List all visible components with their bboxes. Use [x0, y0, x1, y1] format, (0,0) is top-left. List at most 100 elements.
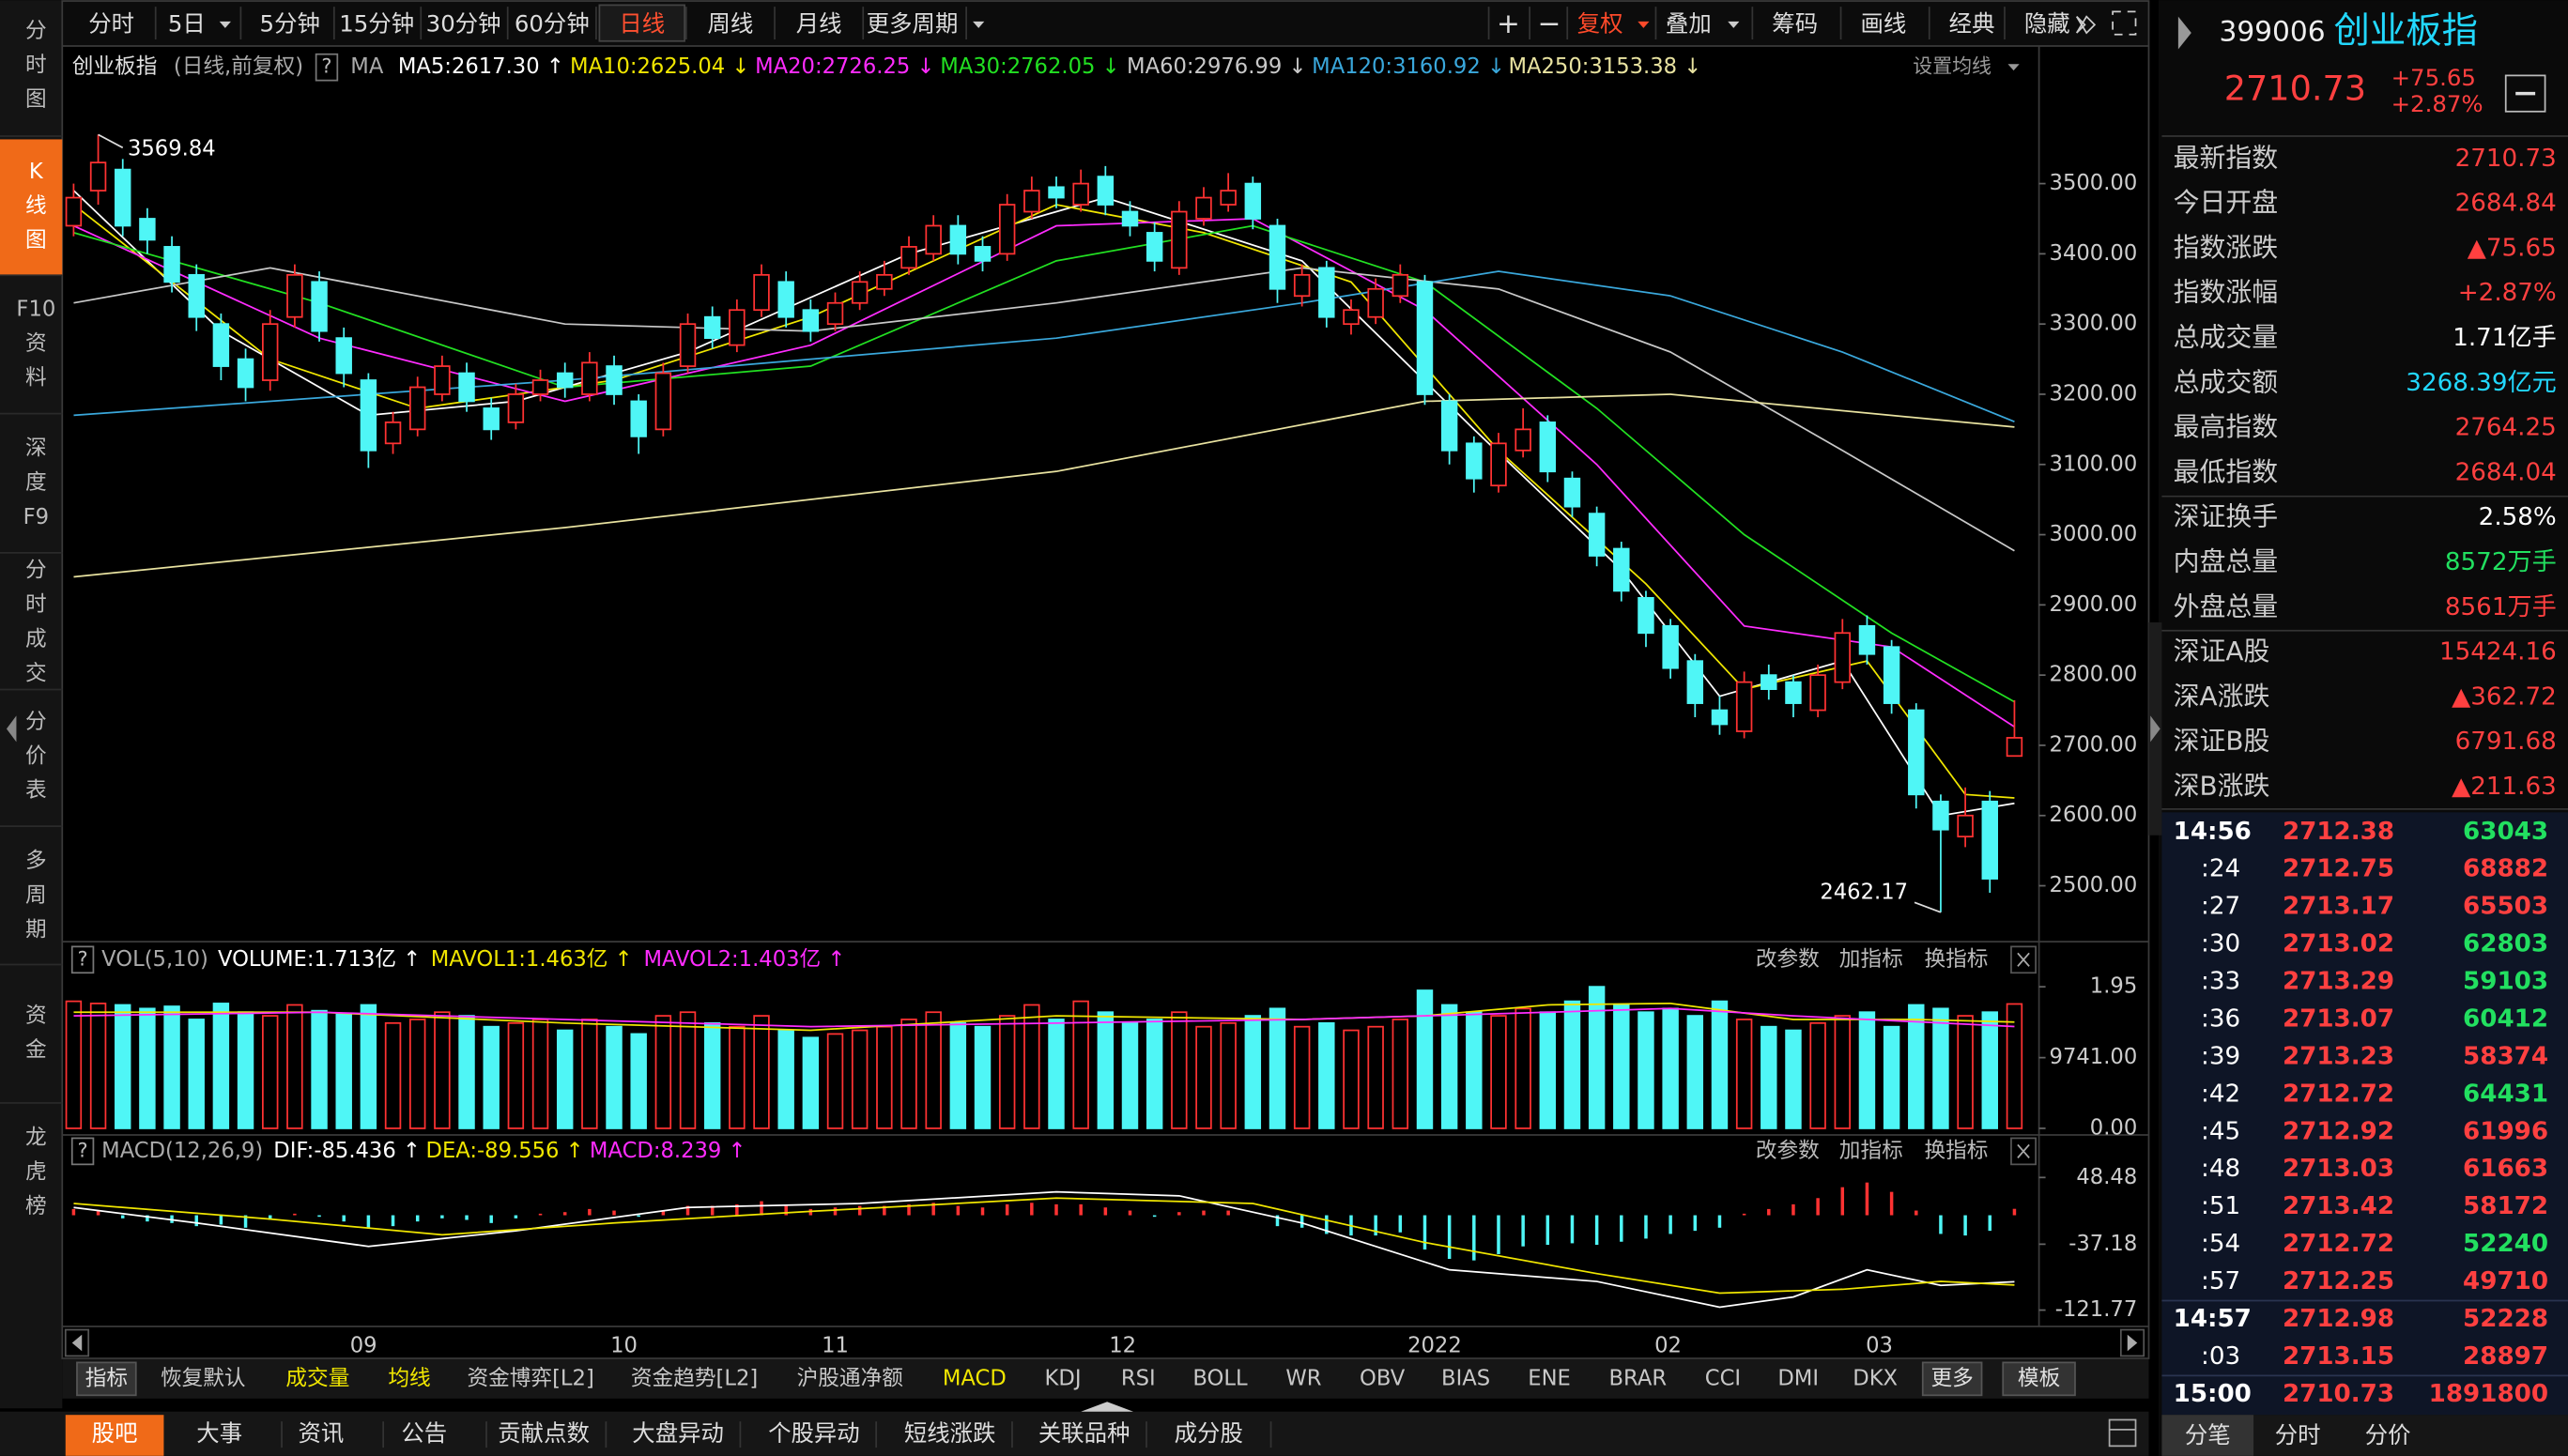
period-button[interactable]: 30分钟	[426, 9, 501, 37]
bottom-tab[interactable]: 成分股	[1175, 1419, 1243, 1447]
period-button[interactable]: 更多周期	[867, 9, 959, 37]
period-button[interactable]: 日线	[619, 9, 665, 37]
quote-tab-active[interactable]	[2161, 1415, 2254, 1456]
sidebar-tab[interactable]: 分	[25, 559, 47, 583]
pane-button[interactable]: 改参数	[1756, 1139, 1820, 1163]
minimize-box[interactable]	[2504, 74, 2546, 113]
sidebar-tab[interactable]: 期	[25, 917, 47, 942]
indicator-tab[interactable]: 成交量	[285, 1366, 349, 1390]
scroll-right[interactable]	[2119, 1328, 2145, 1357]
period-button[interactable]: 月线	[796, 9, 842, 37]
tool-button[interactable]: 隐藏	[2024, 9, 2070, 37]
bottom-tab[interactable]: 资讯	[298, 1419, 344, 1447]
period-button[interactable]: 5日	[168, 9, 206, 37]
indicator-tab[interactable]: BOLL	[1192, 1366, 1248, 1390]
bottom-tab[interactable]: 股吧	[92, 1419, 138, 1447]
sidebar-tab[interactable]: 资	[25, 331, 47, 356]
fullscreen-icon[interactable]	[2112, 10, 2137, 36]
sidebar-tab[interactable]: 榜	[25, 1194, 47, 1218]
period-button[interactable]: 5分钟	[260, 9, 320, 37]
sidebar-tab[interactable]: 线	[25, 193, 47, 218]
indicator-tab[interactable]: 资金博弈[L2]	[467, 1366, 593, 1390]
tool-button[interactable]: 画线	[1860, 9, 1906, 37]
indicator-tab[interactable]: DMI	[1777, 1366, 1819, 1390]
indicator-tab[interactable]: RSI	[1121, 1366, 1156, 1390]
bottom-tab[interactable]: 大事	[196, 1419, 242, 1447]
pane-button[interactable]: 加指标	[1839, 947, 1903, 972]
scroll-left[interactable]	[64, 1328, 90, 1357]
sidebar-tab[interactable]: 度	[25, 470, 47, 495]
sidebar-tab[interactable]: 多	[25, 849, 47, 873]
tool-button[interactable]: +	[1497, 7, 1520, 39]
indicator-tab[interactable]: 资金趋势[L2]	[631, 1366, 758, 1390]
sidebar-tab[interactable]: F10	[16, 297, 55, 321]
quote-tab[interactable]: 分价	[2365, 1421, 2411, 1448]
indicator-tab[interactable]: WR	[1285, 1366, 1321, 1390]
period-button[interactable]: 周线	[708, 9, 754, 37]
pane-close[interactable]	[2010, 945, 2037, 974]
help-box[interactable]	[315, 53, 339, 82]
period-button[interactable]: 分时	[88, 9, 134, 37]
quote-tab[interactable]: 分笔	[2185, 1421, 2231, 1448]
sidebar-tab[interactable]: 料	[25, 366, 47, 391]
help-box[interactable]	[70, 945, 95, 974]
sidebar-tab[interactable]: 表	[25, 778, 47, 803]
tool-button[interactable]: 叠加	[1666, 9, 1712, 37]
indicator-tab[interactable]: KDJ	[1045, 1366, 1082, 1390]
indicator-tab[interactable]: BRAR	[1608, 1366, 1667, 1390]
sidebar-tab[interactable]: 资	[25, 1004, 47, 1028]
sidebar-tab[interactable]: 龙	[25, 1126, 47, 1150]
tab-box[interactable]	[76, 1361, 137, 1397]
sidebar-tab[interactable]: 图	[25, 87, 47, 112]
indicator-tab[interactable]: BIAS	[1441, 1366, 1490, 1390]
indicator-tab[interactable]: ENE	[1528, 1366, 1571, 1390]
indicator-tab[interactable]: 沪股通净额	[797, 1366, 904, 1390]
indicator-tab[interactable]: MACD	[943, 1366, 1007, 1390]
sidebar-tab[interactable]: 虎	[25, 1160, 47, 1185]
indicator-tab[interactable]: 均线	[388, 1366, 430, 1390]
panel-arrow[interactable]	[2177, 16, 2191, 50]
tool-button[interactable]: 经典	[1949, 9, 1995, 37]
sidebar-tab[interactable]: 时	[25, 53, 47, 77]
indicator-tab[interactable]: CCI	[1705, 1366, 1741, 1390]
sidebar-tab[interactable]: 时	[25, 592, 47, 617]
bottom-tab[interactable]: 关联品种	[1038, 1419, 1130, 1447]
pane-button[interactable]: 改参数	[1756, 947, 1820, 972]
sidebar-tab[interactable]: K	[29, 160, 44, 184]
quote-tab[interactable]: 分时	[2275, 1421, 2321, 1448]
bottom-tab-active[interactable]	[65, 1415, 164, 1456]
sidebar-tab-active[interactable]	[0, 139, 63, 276]
tool-button[interactable]: −	[1538, 7, 1561, 39]
tool-button[interactable]: 筹码	[1772, 9, 1818, 37]
period-button[interactable]: 60分钟	[515, 9, 590, 37]
bottom-tab[interactable]: 短线涨跌	[904, 1419, 996, 1447]
settings-link[interactable]: 设置均线	[1913, 55, 1991, 78]
pane-button[interactable]: 换指标	[1925, 947, 1989, 972]
indicator-tab[interactable]: 指标	[85, 1366, 128, 1390]
sidebar-tab[interactable]: 分	[25, 19, 47, 43]
indicator-tab[interactable]: 恢复默认	[161, 1366, 246, 1390]
indicator-tab[interactable]: DKX	[1853, 1366, 1898, 1390]
pane-button[interactable]: 换指标	[1925, 1139, 1989, 1163]
pane-close[interactable]	[2010, 1137, 2037, 1166]
sidebar-tab[interactable]: 分	[25, 710, 47, 734]
bottom-tab[interactable]: 个股异动	[768, 1419, 860, 1447]
bottom-tab[interactable]: 贡献点数	[498, 1419, 590, 1447]
sidebar-tab[interactable]: 金	[25, 1038, 47, 1063]
bottom-tab[interactable]: 公告	[401, 1419, 447, 1447]
sidebar-tab[interactable]: F9	[23, 505, 49, 529]
pane-button[interactable]: 加指标	[1839, 1139, 1903, 1163]
expand-arrow[interactable]	[2150, 715, 2161, 743]
tab-box[interactable]	[1921, 1361, 1983, 1397]
bottom-tab[interactable]: 大盘异动	[632, 1419, 724, 1447]
sidebar-tab[interactable]: 周	[25, 883, 47, 908]
tool-button[interactable]: 复权	[1577, 9, 1623, 37]
tab-box[interactable]	[2002, 1361, 2076, 1397]
indicator-tab[interactable]: 模板	[2018, 1366, 2060, 1390]
sidebar-tab[interactable]: 深	[25, 437, 47, 461]
help-box[interactable]	[70, 1137, 95, 1166]
sidebar-tab[interactable]: 图	[25, 228, 47, 253]
bottom-icon[interactable]	[2108, 1418, 2137, 1448]
sidebar-tab[interactable]: 价	[25, 744, 47, 769]
sidebar-tab[interactable]: 成	[25, 627, 47, 651]
